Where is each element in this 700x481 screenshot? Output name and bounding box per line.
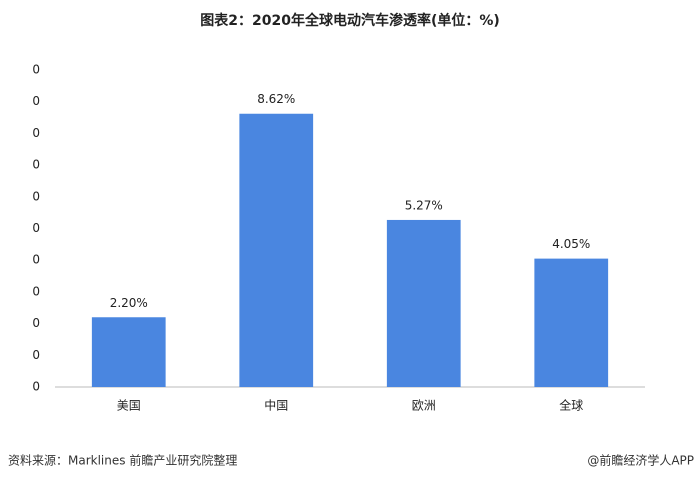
value-label: 2.20% [110,296,148,310]
credit: @前瞻经济学人APP [587,453,694,468]
y-tick-label: 0 [32,63,40,77]
x-tick-label: 全球 [559,398,583,413]
y-tick-label: 0 [32,348,40,362]
y-tick-label: 0 [32,253,40,267]
bar [239,113,314,387]
bar [534,258,609,387]
value-label: 5.27% [405,198,443,212]
x-tick-label: 中国 [264,398,288,413]
bar [386,219,461,387]
y-tick-label: 0 [32,380,40,394]
y-tick-label: 0 [32,189,40,203]
y-tick-label: 0 [32,221,40,235]
y-tick-label: 0 [32,94,40,108]
value-label: 8.62% [257,92,295,106]
x-tick-label: 美国 [117,399,141,413]
y-tick-label: 0 [32,158,40,172]
y-tick-label: 0 [32,284,40,298]
x-tick-label: 欧洲 [412,399,436,413]
value-label: 4.05% [552,237,590,251]
source: 资料来源：Marklines 前瞻产业研究院整理 [8,453,237,468]
bar [91,317,166,387]
y-tick-label: 0 [32,126,40,140]
y-tick-label: 0 [32,316,40,330]
chart-title: 图表2：2020年全球电动汽车渗透率(单位：%) [200,12,500,29]
